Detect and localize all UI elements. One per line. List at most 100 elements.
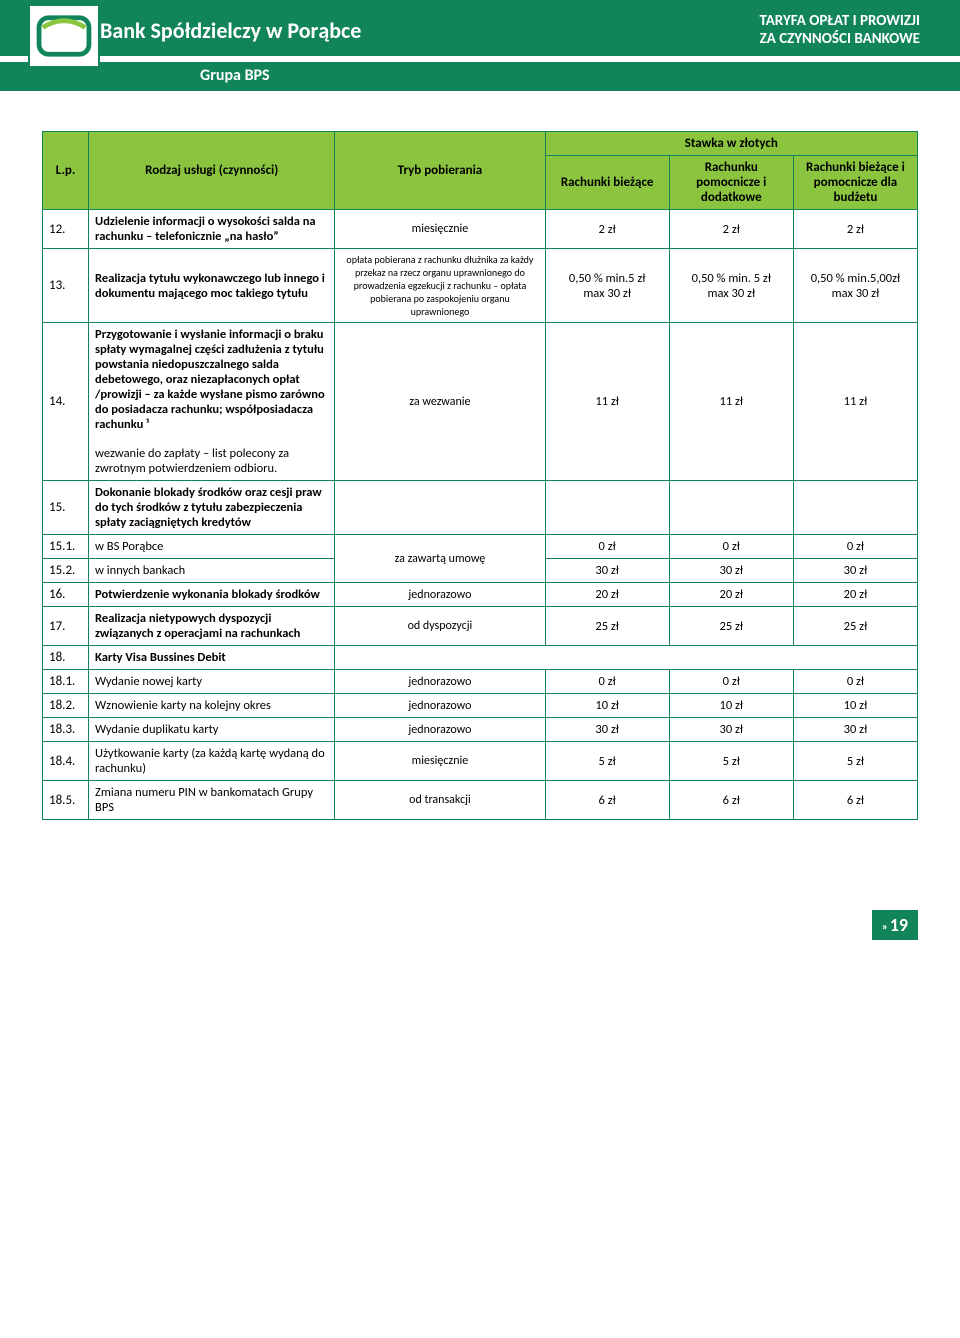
cell-tryb: od transakcji [335, 781, 545, 820]
th-rodzaj: Rodzaj usługi (czynności) [89, 132, 335, 210]
table-row: 17.Realizacja nietypowych dyspozycji zwi… [43, 607, 918, 646]
cell-val: 10 zł [793, 694, 917, 718]
cell-val: 30 zł [545, 718, 669, 742]
cell-val: 10 zł [669, 694, 793, 718]
th-col3: Rachunki bieżące i pomocnicze dla budżet… [793, 156, 917, 210]
table-row: 15.1.w BS Porąbceza zawartą umowę0 zł0 z… [43, 535, 918, 559]
cell-tryb: miesięcznie [335, 742, 545, 781]
cell-val: 6 zł [545, 781, 669, 820]
cell-val: 0 zł [545, 535, 669, 559]
page-number: »19 [872, 910, 918, 940]
cell-val: 11 zł [793, 323, 917, 481]
cell-lp: 12. [43, 210, 89, 249]
cell-val: 20 zł [793, 583, 917, 607]
table-row: 18.4.Użytkowanie karty (za każdą kartę w… [43, 742, 918, 781]
cell-val: 20 zł [669, 583, 793, 607]
cell-lp: 16. [43, 583, 89, 607]
logo-icon [35, 12, 93, 60]
table-row: 15.Dokonanie blokady środków oraz cesji … [43, 481, 918, 535]
cell-tryb [335, 481, 545, 535]
cell-tryb: jednorazowo [335, 694, 545, 718]
cell-desc: Wydanie nowej karty [89, 670, 335, 694]
table-row: 16.Potwierdzenie wykonania blokady środk… [43, 583, 918, 607]
cell-lp: 18.5. [43, 781, 89, 820]
table-row: 18.1.Wydanie nowej kartyjednorazowo0 zł0… [43, 670, 918, 694]
cell-desc: Realizacja tytułu wykonawczego lub inneg… [89, 249, 335, 323]
header-bar: Bank Spółdzielczy w Porąbce TARYFA OPŁAT… [0, 0, 960, 56]
cell-desc: Wydanie duplikatu karty [89, 718, 335, 742]
cell-val: 0,50 % min.5,00złmax 30 zł [793, 249, 917, 323]
cell-val [793, 481, 917, 535]
cell-val: 2 zł [669, 210, 793, 249]
cell-val: 5 zł [793, 742, 917, 781]
th-tryb: Tryb pobierania [335, 132, 545, 210]
cell-tryb: od dyspozycji [335, 607, 545, 646]
th-col2: Rachunku pomocnicze i dodatkowe [669, 156, 793, 210]
cell-desc: Udzielenie informacji o wysokości salda … [89, 210, 335, 249]
cell-val: 0 zł [545, 670, 669, 694]
cell-val: 0 zł [669, 535, 793, 559]
cell-lp: 18.4. [43, 742, 89, 781]
cell-tryb: jednorazowo [335, 583, 545, 607]
tariff-line1: TARYFA OPŁAT I PROWIZJI [759, 12, 920, 30]
table-row: 14.Przygotowanie i wysłanie informacji o… [43, 323, 918, 481]
cell-desc: Potwierdzenie wykonania blokady środków [89, 583, 335, 607]
cell-lp: 18.1. [43, 670, 89, 694]
cell-desc: Karty Visa Bussines Debit [89, 646, 335, 670]
cell-desc: Wznowienie karty na kolejny okres [89, 694, 335, 718]
cell-val: 6 zł [793, 781, 917, 820]
cell-val: 0,50 % min.5 złmax 30 zł [545, 249, 669, 323]
cell-val: 0 zł [793, 535, 917, 559]
cell-desc: w innych bankach [89, 559, 335, 583]
cell-desc: Przygotowanie i wysłanie informacji o br… [89, 323, 335, 481]
table-row: 12.Udzielenie informacji o wysokości sal… [43, 210, 918, 249]
cell-val: 25 zł [545, 607, 669, 646]
tariff-title: TARYFA OPŁAT I PROWIZJI ZA CZYNNOŚCI BAN… [759, 12, 920, 48]
sub-bar: Grupa BPS [0, 62, 960, 91]
cell-val: 5 zł [669, 742, 793, 781]
cell-val: 20 zł [545, 583, 669, 607]
cell-val: 2 zł [545, 210, 669, 249]
cell-val: 30 zł [669, 559, 793, 583]
bank-title: Bank Spółdzielczy w Porąbce [100, 17, 361, 44]
cell-lp: 15.2. [43, 559, 89, 583]
cell-desc: Użytkowanie karty (za każdą kartę wydaną… [89, 742, 335, 781]
cell-val: 30 zł [793, 559, 917, 583]
table-row: 18.5.Zmiana numeru PIN w bankomatach Gru… [43, 781, 918, 820]
cell-val: 30 zł [793, 718, 917, 742]
tariff-line2: ZA CZYNNOŚCI BANKOWE [760, 30, 920, 48]
cell-tryb: opłata pobierana z rachunku dłużnika za … [335, 249, 545, 323]
cell-val [545, 481, 669, 535]
cell-val: 25 zł [793, 607, 917, 646]
cell-val: 11 zł [669, 323, 793, 481]
cell-lp: 18.2. [43, 694, 89, 718]
cell-lp: 18.3. [43, 718, 89, 742]
cell-val: 11 zł [545, 323, 669, 481]
cell-lp: 18. [43, 646, 89, 670]
cell-val: 25 zł [669, 607, 793, 646]
cell-lp: 15.1. [43, 535, 89, 559]
th-stawka: Stawka w złotych [545, 132, 917, 156]
cell-empty [335, 646, 918, 670]
cell-val: 0,50 % min. 5 złmax 30 zł [669, 249, 793, 323]
fees-table: L.p. Rodzaj usługi (czynności) Tryb pobi… [42, 131, 918, 820]
cell-tryb: za zawartą umowę [335, 535, 545, 583]
cell-val: 5 zł [545, 742, 669, 781]
cell-tryb: za wezwanie [335, 323, 545, 481]
cell-val: 30 zł [669, 718, 793, 742]
cell-val: 6 zł [669, 781, 793, 820]
th-col1: Rachunki bieżące [545, 156, 669, 210]
table-row: 18.Karty Visa Bussines Debit [43, 646, 918, 670]
cell-val [669, 481, 793, 535]
cell-val: 10 zł [545, 694, 669, 718]
cell-desc: Zmiana numeru PIN w bankomatach Grupy BP… [89, 781, 335, 820]
cell-lp: 17. [43, 607, 89, 646]
cell-tryb: jednorazowo [335, 670, 545, 694]
page-number-value: 19 [890, 914, 908, 936]
table-row: 18.2.Wznowienie karty na kolejny okresje… [43, 694, 918, 718]
cell-val: 30 zł [545, 559, 669, 583]
logo [28, 4, 100, 68]
cell-desc: Dokonanie blokady środków oraz cesji pra… [89, 481, 335, 535]
cell-val: 0 zł [793, 670, 917, 694]
cell-lp: 15. [43, 481, 89, 535]
